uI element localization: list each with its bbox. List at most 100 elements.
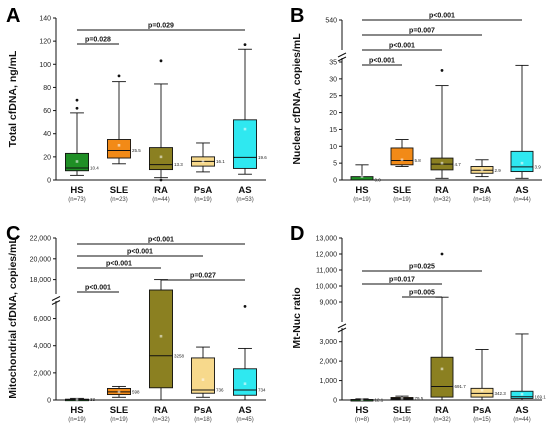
- category-label: PsA: [473, 405, 492, 416]
- box-AS: 734: [232, 304, 266, 401]
- n-label: (n=19): [110, 417, 128, 423]
- box-SLE: 598: [106, 385, 140, 398]
- y-tick-label: 100: [39, 62, 51, 69]
- p-value-label: p=0.017: [389, 277, 415, 284]
- mean-marker: [201, 378, 205, 381]
- p-value-label: p=0.029: [148, 23, 174, 30]
- panel-A: A 0 20 40 60 80 100 120 140 Total cfDNA, ng/mL 10.…: [6, 5, 267, 203]
- median-value-label: 16.1: [216, 159, 225, 164]
- category-label: AS: [238, 405, 251, 416]
- y-tick-label: 15: [329, 127, 337, 134]
- y-tick-label: 2,000: [319, 359, 337, 366]
- n-label: (n=15): [473, 417, 491, 423]
- y-tick-label: 11,000: [316, 268, 337, 275]
- outlier-point: [75, 98, 79, 102]
- panel-D: D 0 1,000 2,000 3,000 9,000 10,000 11,000 12,000…: [290, 223, 546, 423]
- panel-label: A: [6, 5, 20, 27]
- box-RA: 13.3: [148, 59, 183, 182]
- p-value-label: p=0.005: [409, 290, 435, 297]
- category-label: HS: [70, 185, 83, 196]
- axis-break-mark: [337, 56, 347, 62]
- median-value-label: 5.8: [415, 158, 422, 163]
- mean-marker: [520, 161, 524, 165]
- outlier-point: [159, 178, 163, 182]
- mean-marker: [480, 388, 484, 392]
- y-tick-label: 3,000: [319, 339, 337, 346]
- median-value-label: 33: [90, 397, 96, 402]
- outlier-point: [117, 74, 121, 78]
- median-value-label: 10.4: [90, 166, 99, 171]
- category-label: HS: [355, 185, 368, 196]
- p-value-label: p=0.028: [85, 37, 111, 44]
- median-value-label: 2.9: [495, 168, 502, 173]
- median-value-label: 79.5: [415, 396, 424, 401]
- mean-marker: [400, 396, 404, 400]
- y-tick-label: 140: [39, 16, 51, 23]
- mean-marker: [117, 390, 121, 394]
- median-value-label: 598: [132, 389, 140, 394]
- category-label: HS: [355, 405, 368, 416]
- iqr-box: [148, 289, 173, 389]
- y-tick-label: 12,000: [316, 252, 338, 259]
- median-value-label: 12.1: [375, 397, 384, 402]
- box-SLE: 5.8: [390, 139, 422, 167]
- category-label: RA: [435, 405, 449, 416]
- category-label: SLE: [110, 185, 128, 196]
- category-label: RA: [435, 185, 449, 196]
- y-tick-label: 9,000: [319, 300, 337, 307]
- axis-break-mark: [51, 296, 61, 301]
- box-SLE: 79.5: [390, 395, 424, 401]
- y-tick-label: 1,000: [319, 378, 337, 385]
- y-axis-title: Mitochondrial cfDNA, copies/mL: [7, 237, 19, 399]
- n-label: (n=32): [152, 417, 170, 423]
- y-tick-label: 5: [333, 161, 337, 168]
- n-label: (n=73): [68, 197, 86, 203]
- box-RA: 691.7: [430, 252, 467, 401]
- n-label: (n=45): [236, 417, 254, 423]
- mean-marker: [201, 160, 205, 163]
- box-PsA: 342.3: [470, 349, 507, 401]
- iqr-box: [106, 139, 131, 159]
- category-label: AS: [515, 405, 528, 416]
- n-label: (n=23): [110, 197, 128, 203]
- axis-break-mark: [337, 323, 347, 329]
- mean-marker: [75, 160, 79, 163]
- median-value-label: 736: [216, 388, 224, 393]
- iqr-box: [148, 147, 173, 171]
- axis-break-mark: [51, 300, 61, 305]
- y-tick-label: 10,000: [316, 284, 338, 291]
- iqr-box: [232, 119, 257, 169]
- y-tick-label: 20: [43, 154, 51, 161]
- y-tick-label: 2,000: [33, 370, 51, 377]
- n-label: (n=18): [473, 197, 491, 203]
- box-HS: 0.0: [350, 164, 382, 183]
- n-label: (n=32): [433, 417, 451, 423]
- y-tick-label: 10: [329, 144, 337, 151]
- p-value-label: p<0.001: [127, 249, 153, 256]
- y-axis-title: Total cfDNA, ng/mL: [7, 50, 19, 147]
- n-label: (n=53): [236, 197, 254, 203]
- median-value-label: 4.7: [455, 162, 462, 167]
- box-HS: 33: [64, 397, 96, 402]
- outlier-point: [440, 252, 444, 256]
- p-value-label: p<0.001: [85, 285, 111, 292]
- median-value-label: 734: [258, 388, 266, 393]
- median-value-label: 3.9: [535, 164, 542, 169]
- mean-marker: [117, 143, 121, 147]
- box-HS: 10.4: [64, 98, 99, 176]
- y-tick-label: 0: [47, 178, 51, 185]
- mean-marker: [360, 175, 364, 178]
- y-tick-label: 35: [329, 60, 337, 67]
- p-value-label: p<0.001: [148, 237, 174, 244]
- box-RA: 4.7: [430, 69, 462, 179]
- p-value-label: p=0.027: [190, 273, 216, 280]
- category-label: RA: [154, 185, 168, 196]
- median-value-label: 342.3: [495, 391, 507, 396]
- y-tick-label: 30: [329, 76, 337, 83]
- iqr-box: [470, 387, 494, 398]
- mean-marker: [159, 155, 163, 159]
- mean-marker: [400, 158, 404, 162]
- median-value-label: 0.0: [375, 178, 382, 183]
- median-value-label: 691.7: [455, 384, 467, 389]
